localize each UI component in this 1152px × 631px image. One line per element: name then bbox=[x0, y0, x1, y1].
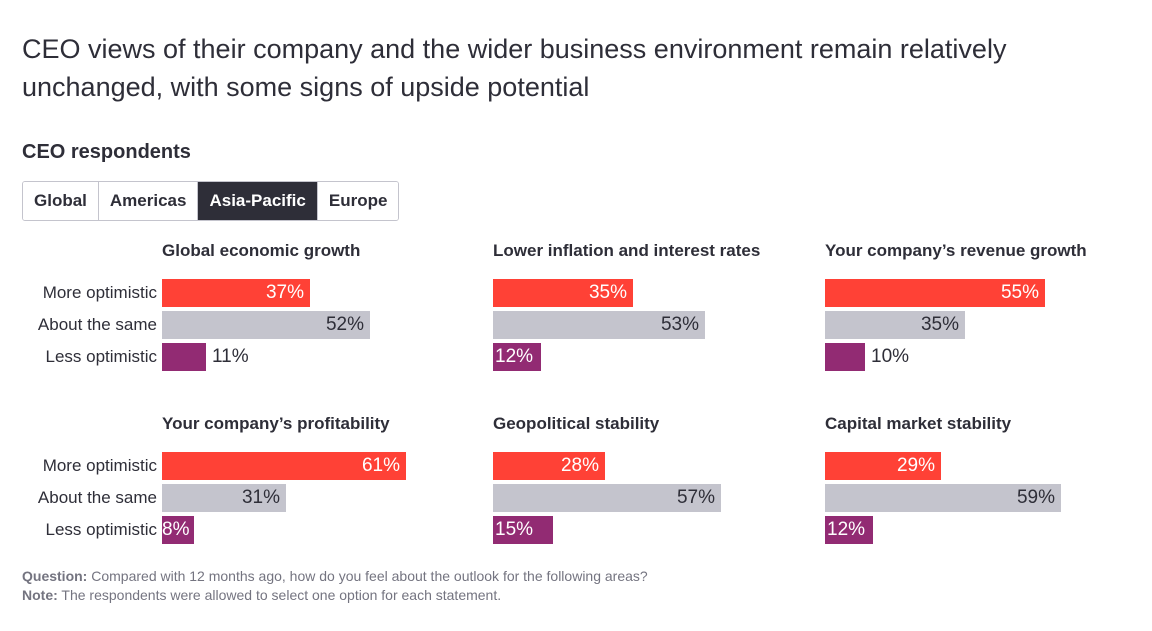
note-label: Note: bbox=[22, 587, 58, 603]
category-label: More optimistic bbox=[42, 283, 157, 302]
bar-more-optimistic bbox=[493, 279, 633, 307]
data-label: 53% bbox=[660, 314, 699, 335]
bar-less-optimistic bbox=[162, 516, 194, 544]
bar-less-optimistic bbox=[825, 516, 873, 544]
bar-less-optimistic bbox=[493, 343, 541, 371]
data-label: 15% bbox=[495, 519, 534, 540]
bar-about-the-same bbox=[825, 311, 965, 339]
category-label: More optimistic bbox=[42, 456, 157, 475]
bar-about-the-same bbox=[825, 484, 1061, 512]
data-label: 55% bbox=[1000, 282, 1039, 303]
panel-title: Geopolitical stability bbox=[493, 414, 660, 433]
panel-title: Global economic growth bbox=[162, 241, 361, 260]
category-label: About the same bbox=[37, 488, 157, 507]
data-label: 52% bbox=[325, 314, 364, 335]
panel-title: Capital market stability bbox=[825, 414, 1012, 433]
bar-about-the-same bbox=[493, 484, 721, 512]
data-label: 61% bbox=[361, 455, 400, 476]
bar-less-optimistic bbox=[162, 343, 206, 371]
chart-title: CEO views of their company and the wider… bbox=[22, 34, 1007, 102]
data-label: 12% bbox=[495, 346, 534, 367]
chart-subtitle: CEO respondents bbox=[22, 141, 191, 163]
category-label: Less optimistic bbox=[45, 520, 157, 539]
data-label: 57% bbox=[676, 487, 715, 508]
data-label: 29% bbox=[896, 455, 935, 476]
data-label: 12% bbox=[827, 519, 866, 540]
tab-global[interactable]: Global bbox=[23, 182, 99, 220]
tab-asia-pacific[interactable]: Asia-Pacific bbox=[198, 182, 318, 220]
data-label: 8% bbox=[162, 519, 190, 540]
panel-title: Your company’s profitability bbox=[162, 414, 390, 433]
data-label: 59% bbox=[1016, 487, 1055, 508]
data-label: 31% bbox=[241, 487, 280, 508]
category-label: About the same bbox=[37, 315, 157, 334]
tab-europe[interactable]: Europe bbox=[317, 182, 399, 220]
bar-more-optimistic bbox=[162, 279, 310, 307]
data-label: 28% bbox=[560, 455, 599, 476]
category-label: Less optimistic bbox=[45, 347, 157, 366]
bar-about-the-same bbox=[162, 311, 370, 339]
question-label: Question: bbox=[22, 568, 88, 584]
question-text: Compared with 12 months ago, how do you … bbox=[87, 568, 648, 584]
data-label: 35% bbox=[588, 282, 627, 303]
bar-more-optimistic bbox=[162, 452, 406, 480]
bar-more-optimistic bbox=[825, 452, 941, 480]
panel-title: Lower inflation and interest rates bbox=[493, 241, 761, 260]
bar-less-optimistic bbox=[493, 516, 553, 544]
data-label: 10% bbox=[871, 346, 910, 367]
note-footnote: Note: The respondents were allowed to se… bbox=[22, 587, 501, 603]
bar-more-optimistic bbox=[493, 452, 605, 480]
data-label: 35% bbox=[920, 314, 959, 335]
bar-about-the-same bbox=[162, 484, 286, 512]
bar-less-optimistic bbox=[825, 343, 865, 371]
region-tabs: Global Americas Asia-Pacific Europe bbox=[22, 181, 400, 221]
data-label: 11% bbox=[212, 346, 249, 367]
data-label: 37% bbox=[265, 282, 304, 303]
question-footnote: Question: Compared with 12 months ago, h… bbox=[22, 568, 648, 584]
note-text: The respondents were allowed to select o… bbox=[57, 587, 502, 603]
bar-about-the-same bbox=[493, 311, 705, 339]
tab-americas[interactable]: Americas bbox=[98, 182, 199, 220]
panel-title: Your company’s revenue growth bbox=[825, 241, 1087, 260]
bar-more-optimistic bbox=[825, 279, 1045, 307]
